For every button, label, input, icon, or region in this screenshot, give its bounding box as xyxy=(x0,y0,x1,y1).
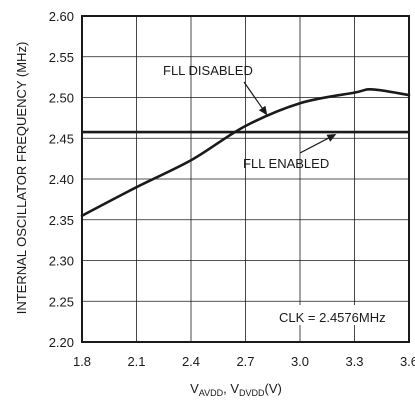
clk-note: CLK = 2.4576MHz xyxy=(279,310,386,325)
x-axis-title-sub1: AVDD xyxy=(199,388,224,398)
x-tick-label: 1.8 xyxy=(73,354,91,369)
y-tick-label: 2.35 xyxy=(49,213,74,228)
annotation-fll-enabled-arrowhead xyxy=(326,134,337,142)
x-axis-title-v1: V xyxy=(190,381,199,396)
annotation-fll-enabled-arrow xyxy=(299,137,329,154)
y-tick-label: 2.20 xyxy=(49,335,74,350)
grid xyxy=(82,16,409,342)
annotation-fll-disabled-arrow xyxy=(243,81,263,109)
x-axis-title-sep: , xyxy=(223,381,230,396)
x-tick-label: 3.3 xyxy=(345,354,363,369)
y-tick-labels: 2.60 2.55 2.50 2.45 2.40 2.35 2.30 2.25 2.20 xyxy=(49,9,74,350)
x-tick-labels: 1.8 2.1 2.4 2.7 3.0 3.3 3.6 xyxy=(73,354,415,369)
x-axis-title: VAVDD, VDVDD(V) xyxy=(190,381,282,398)
annotation-fll-disabled-arrowhead xyxy=(258,105,268,116)
y-tick-label: 2.45 xyxy=(49,131,74,146)
x-tick-label: 2.4 xyxy=(182,354,200,369)
annotation-fll-enabled: FLL ENABLED xyxy=(243,156,329,171)
y-axis-title: INTERNAL OSCILLATOR FREQUENCY (MHz) xyxy=(14,42,29,315)
x-tick-label: 3.0 xyxy=(291,354,309,369)
plot-frame xyxy=(81,15,410,343)
x-tick-label: 2.1 xyxy=(127,354,145,369)
x-axis-title-unit: (V) xyxy=(265,381,282,396)
y-tick-label: 2.60 xyxy=(49,9,74,24)
x-tick-label: 2.7 xyxy=(236,354,254,369)
y-tick-label: 2.40 xyxy=(49,172,74,187)
x-axis-title-sub2: DVDD xyxy=(239,388,265,398)
y-tick-label: 2.55 xyxy=(49,50,74,65)
annotation-fll-disabled: FLL DISABLED xyxy=(163,63,253,78)
x-axis-title-v2: V xyxy=(230,381,239,396)
clk-note-background xyxy=(268,305,394,325)
y-tick-label: 2.30 xyxy=(49,254,74,269)
x-tick-label: 3.6 xyxy=(400,354,415,369)
series-line-fll-disabled xyxy=(80,88,411,217)
y-tick-label: 2.25 xyxy=(49,294,74,309)
y-tick-label: 2.50 xyxy=(49,91,74,106)
